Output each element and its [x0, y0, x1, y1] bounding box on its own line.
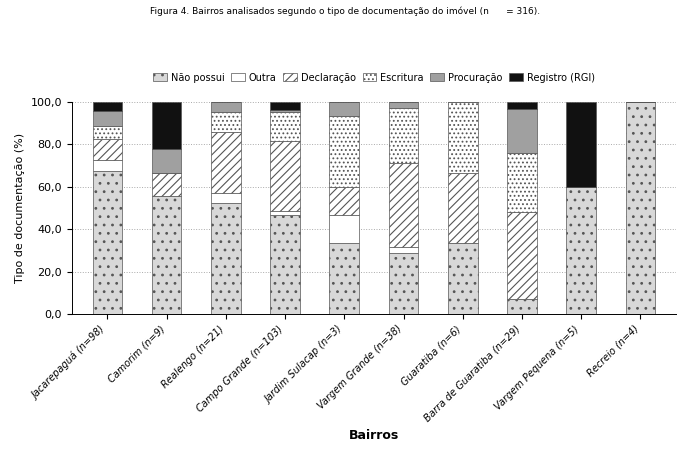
Bar [152, 173, 181, 196]
Bar [330, 102, 359, 117]
Bar [270, 102, 300, 110]
Bar [93, 102, 122, 111]
Bar [152, 149, 181, 173]
Bar [270, 215, 300, 314]
Bar [211, 132, 240, 193]
Bar [330, 243, 359, 314]
Bar [625, 102, 655, 314]
Bar [330, 187, 359, 215]
Bar [448, 243, 477, 314]
Bar [330, 117, 359, 187]
Bar [448, 173, 477, 243]
Bar [152, 102, 181, 149]
Bar [211, 102, 240, 112]
Bar [389, 102, 418, 108]
X-axis label: Bairros: Bairros [349, 429, 399, 442]
Bar [507, 212, 537, 299]
Bar [330, 215, 359, 243]
Bar [93, 171, 122, 314]
Bar [152, 196, 181, 314]
Bar [389, 247, 418, 253]
Bar [448, 102, 477, 173]
Bar [93, 126, 122, 139]
Bar [507, 102, 537, 109]
Y-axis label: Tipo de documentação (%): Tipo de documentação (%) [15, 133, 25, 283]
Bar [211, 193, 240, 203]
Bar [270, 141, 300, 211]
Bar [270, 110, 300, 112]
Legend: Não possui, Outra, Declaração, Escritura, Procuração, Registro (RGI): Não possui, Outra, Declaração, Escritura… [151, 71, 596, 85]
Bar [389, 108, 418, 164]
Bar [567, 187, 596, 314]
Bar [448, 67, 477, 102]
Bar [270, 112, 300, 141]
Bar [93, 111, 122, 126]
Bar [507, 153, 537, 212]
Bar [389, 164, 418, 247]
Bar [389, 253, 418, 314]
Text: Figura 4. Bairros analisados segundo o tipo de documentação do imóvel (n      = : Figura 4. Bairros analisados segundo o t… [151, 7, 540, 16]
Bar [93, 139, 122, 160]
Bar [567, 102, 596, 187]
Bar [507, 109, 537, 153]
Bar [211, 112, 240, 132]
Bar [270, 211, 300, 215]
Bar [211, 203, 240, 314]
Bar [507, 299, 537, 314]
Bar [93, 160, 122, 171]
